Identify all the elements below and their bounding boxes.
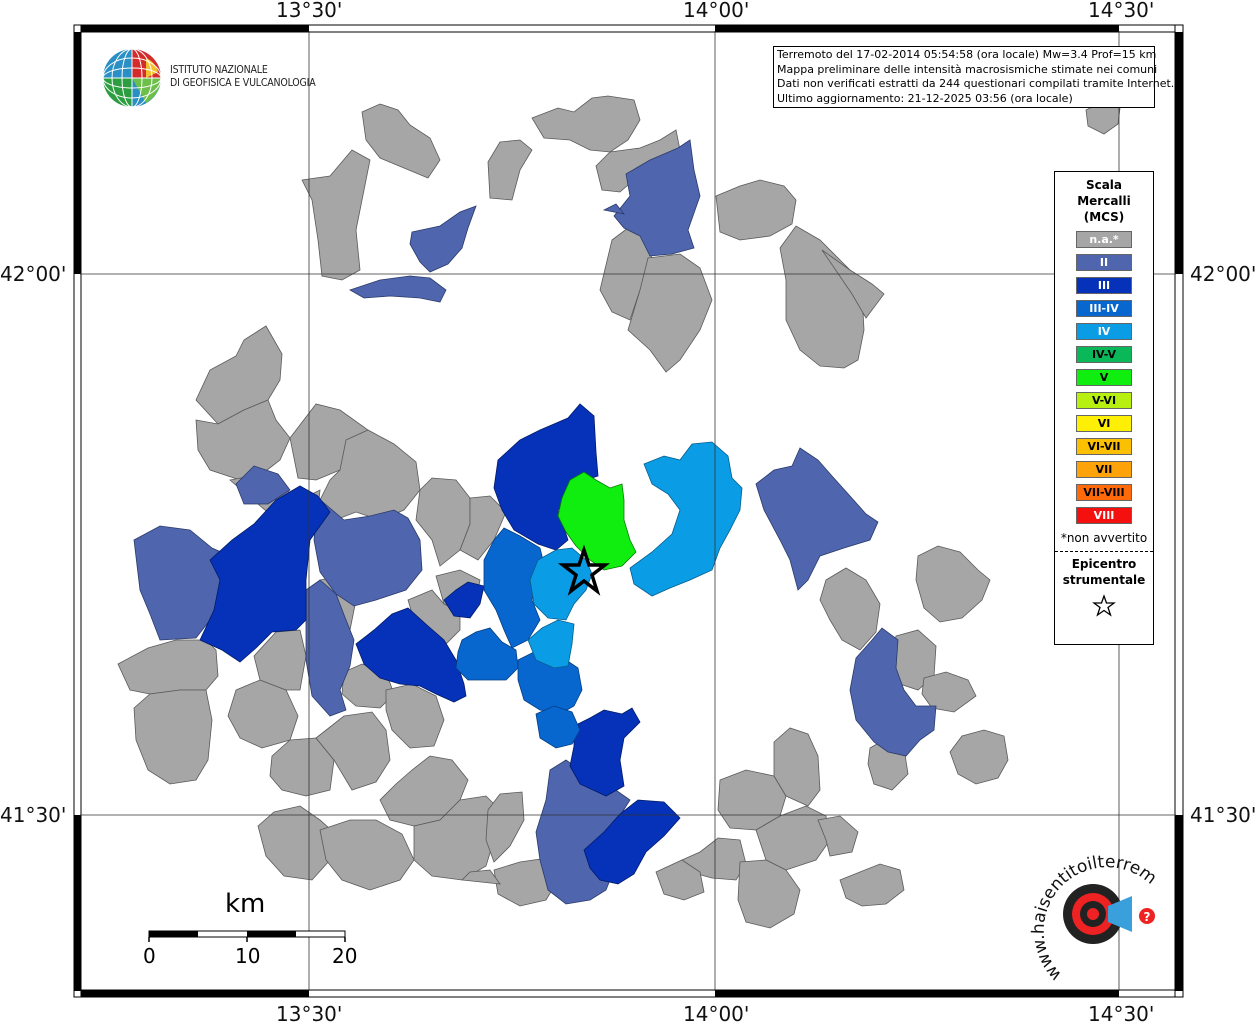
legend-swatch-iii: III (1076, 277, 1132, 294)
legend-epicenter-line-1: Epicentro (1071, 557, 1137, 571)
legend-title-line-1: Scala (1085, 178, 1123, 192)
municipalities-intensity-III-IV (455, 527, 583, 749)
info-line-update: Ultimo aggiornamento: 21-12-2025 03:56 (… (777, 91, 1073, 105)
coord-left-4130: 41°30' (0, 803, 67, 827)
coord-right-4200: 42°00' (1190, 262, 1256, 286)
coord-top-1330: 13°30' (276, 0, 343, 22)
coord-bottom-1430: 14°30' (1088, 1002, 1155, 1026)
legend-swatch-vii-viii: VII-VIII (1076, 484, 1132, 501)
legend-separator (1055, 551, 1153, 552)
municipalities-intensity-II (133, 139, 937, 905)
legend-items: n.a.* II III III-IV IV IV-V V V-VI VI VI-VII VII VI… (1055, 231, 1153, 524)
legend-swatch-iii-iv: III-IV (1076, 300, 1132, 317)
legend-swatch-ii: II (1076, 254, 1132, 271)
legend-title: Scala Mercalli (MCS) (1055, 177, 1153, 225)
info-line-map: Mappa preliminare delle intensità macros… (777, 62, 1158, 76)
legend-swatch-iv-v: IV-V (1076, 346, 1132, 363)
legend-swatch-v: V (1076, 369, 1132, 386)
legend-note: *non avvertito (1060, 531, 1148, 545)
ingv-logo-text: ISTITUTO NAZIONALE DI GEOFISICA E VULCAN… (170, 64, 316, 90)
coord-left-4200: 42°00' (0, 262, 67, 286)
coord-bottom-1330: 13°30' (276, 1002, 343, 1026)
svg-text:?: ? (1144, 910, 1151, 924)
legend-swatch-viii: VIII (1076, 507, 1132, 524)
legend-swatch-vi: VI (1076, 415, 1132, 432)
legend-swatch-n-a: n.a.* (1076, 231, 1132, 248)
legend-swatch-vi-vii: VI-VII (1076, 438, 1132, 455)
legend-swatch-iv: IV (1076, 323, 1132, 340)
coord-top-1430: 14°30' (1088, 0, 1155, 22)
legend: Scala Mercalli (MCS) n.a.* II III III-IV IV I… (1054, 171, 1154, 645)
legend-swatch-vii: VII (1076, 461, 1132, 478)
scale-unit: km (225, 889, 266, 919)
hsit-logo-icon: ? (1063, 884, 1155, 944)
legend-epicenter-label: Epicentro strumentale (1055, 556, 1153, 588)
legend-title-line-2: Mercalli (1077, 194, 1131, 208)
municipalities-intensity-III (199, 403, 681, 885)
municipalities-intensity-V (557, 471, 637, 571)
logo-line-2: DI GEOFISICA E VULCANOLOGIA (170, 77, 316, 89)
legend-title-line-3: (MCS) (1083, 210, 1125, 224)
info-line-data: Dati non verificati estratti da 244 ques… (777, 77, 1175, 90)
scale-tick-0: 0 (143, 944, 156, 968)
scale-bar (148, 930, 346, 942)
ingv-logo-icon (102, 48, 162, 108)
coord-bottom-1400: 14°00' (683, 1002, 750, 1026)
legend-swatch-v-vi: V-VI (1076, 392, 1132, 409)
legend-epicenter-line-2: strumentale (1062, 573, 1146, 587)
event-info-box: Terremoto del 17-02-2014 05:54:58 (ora l… (773, 46, 1175, 108)
logo-line-1: ISTITUTO NAZIONALE (170, 64, 268, 76)
scale-tick-10: 10 (235, 944, 261, 968)
epicenter-star-icon (557, 544, 611, 596)
scale-tick-20: 20 (332, 944, 358, 968)
coord-right-4130: 41°30' (1190, 803, 1256, 827)
legend-star-icon (1092, 594, 1116, 617)
info-line-event: Terremoto del 17-02-2014 05:54:58 (ora l… (777, 48, 1157, 61)
frame-border (73, 24, 1184, 998)
coord-top-1400: 14°00' (683, 0, 750, 22)
